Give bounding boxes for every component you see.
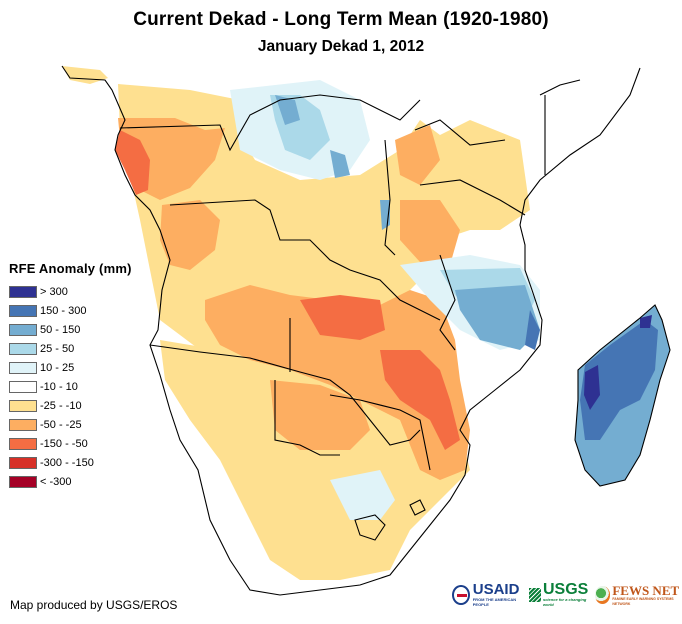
legend-item: -300 - -150: [9, 453, 132, 472]
legend-label: -300 - -150: [40, 456, 94, 469]
legend-swatch: [9, 342, 37, 355]
anomaly-region: [395, 125, 440, 185]
country-border: [384, 139, 396, 256]
legend-item: 10 - 25: [9, 358, 132, 377]
fewsnet-tagline: FAMINE EARLY WARNING SYSTEMS NETWORK: [612, 596, 674, 606]
legend: RFE Anomaly (mm) > 300 150 - 300 50 - 150 2…: [9, 261, 132, 491]
legend-swatch: [9, 399, 37, 412]
country-border: [354, 514, 386, 541]
coastline: [61, 65, 641, 596]
legend-swatch: [9, 475, 37, 488]
borders-layer: [61, 65, 671, 596]
legend-item: < -300: [9, 472, 132, 491]
legend-item: -50 - -25: [9, 415, 132, 434]
legend-swatch: [9, 361, 37, 374]
legend-item: -10 - 10: [9, 377, 132, 396]
country-border: [169, 199, 441, 321]
anomaly-region: [525, 310, 540, 350]
legend-label: 150 - 300: [40, 304, 87, 317]
country-border: [409, 499, 426, 516]
legend-label: 10 - 25: [40, 361, 75, 374]
legend-swatch: [9, 456, 37, 469]
anomaly-region: [330, 470, 395, 520]
country-border: [329, 394, 431, 471]
anomaly-region: [455, 285, 540, 350]
fewsnet-logo: FEWS NET FAMINE EARLY WARNING SYSTEMS NET…: [594, 582, 682, 607]
fewsnet-globe-icon: [594, 586, 611, 604]
legend-item: -25 - -10: [9, 396, 132, 415]
usgs-wave-icon: [528, 588, 541, 602]
usaid-wordmark: USAID: [472, 581, 520, 598]
legend-label: < -300: [40, 475, 72, 488]
legend-item: > 300: [9, 282, 132, 301]
legend-swatch: [9, 285, 37, 298]
country-border: [414, 119, 506, 146]
anomaly-layer: [62, 66, 670, 580]
usaid-seal-icon: [452, 585, 470, 605]
legend-label: -25 - -10: [40, 399, 82, 412]
anomaly-region: [330, 150, 350, 178]
legend-swatch: [9, 380, 37, 393]
legend-swatch: [9, 323, 37, 336]
usaid-logo: USAID FROM THE AMERICAN PEOPLE: [452, 581, 525, 607]
anomaly-region: [584, 365, 600, 410]
partner-logos: USAID FROM THE AMERICAN PEOPLE USGS scienc…: [452, 581, 682, 607]
fewsnet-wordmark: FEWS NET: [612, 582, 680, 598]
map-title: Current Dekad - Long Term Mean (1920-198…: [133, 9, 549, 30]
legend-item: 50 - 150: [9, 320, 132, 339]
legend-label: -10 - 10: [40, 380, 78, 393]
usgs-tagline: science for a changing world: [542, 597, 587, 607]
usgs-wordmark: USGS: [542, 581, 589, 598]
usgs-logo: USGS science for a changing world: [528, 581, 591, 607]
anomaly-region: [115, 130, 150, 195]
legend-label: > 300: [40, 285, 68, 298]
legend-label: -50 - -25: [40, 418, 82, 431]
anomaly-region: [380, 350, 460, 450]
anomaly-region: [205, 285, 470, 480]
country-border: [119, 94, 421, 152]
anomaly-region: [160, 340, 470, 580]
country-border: [274, 380, 340, 456]
country-border: [419, 179, 526, 216]
anomaly-region: [62, 66, 108, 84]
legend-item: -150 - -50: [9, 434, 132, 453]
anomaly-region: [300, 295, 385, 340]
map-credit: Map produced by USGS/EROS: [10, 598, 178, 612]
legend-title: RFE Anomaly (mm): [9, 261, 132, 276]
anomaly-region: [400, 200, 460, 265]
map-subtitle: January Dekad 1, 2012: [257, 38, 425, 55]
legend-label: -150 - -50: [40, 437, 88, 450]
legend-swatch: [9, 418, 37, 431]
legend-swatch: [9, 437, 37, 450]
legend-label: 50 - 150: [40, 323, 81, 336]
country-border: [149, 344, 421, 446]
legend-item: 25 - 50: [9, 339, 132, 358]
anomaly-region: [160, 200, 220, 270]
country-border: [439, 254, 456, 351]
country-border: [539, 79, 581, 96]
legend-swatch: [9, 304, 37, 317]
anomaly-region: [640, 315, 652, 328]
legend-item: 150 - 300: [9, 301, 132, 320]
anomaly-region: [580, 320, 658, 440]
usaid-tagline: FROM THE AMERICAN PEOPLE: [472, 597, 517, 607]
anomaly-region: [275, 95, 300, 125]
legend-label: 25 - 50: [40, 342, 75, 355]
madagascar-outline: [574, 304, 671, 487]
